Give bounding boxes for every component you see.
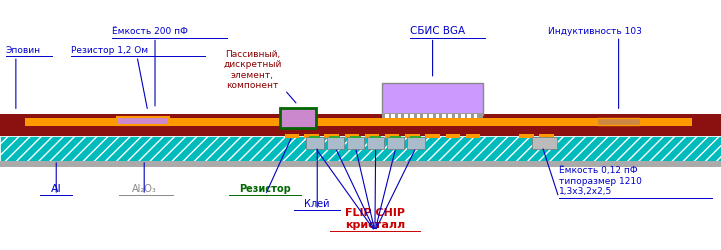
Bar <box>324 134 339 138</box>
Bar <box>385 114 389 117</box>
Bar <box>327 137 344 149</box>
Bar <box>25 118 692 126</box>
Text: Ёмкость 0,12 пФ
типоразмер 1210
1,3х3,2х2,5: Ёмкость 0,12 пФ типоразмер 1210 1,3х3,2х… <box>559 166 642 196</box>
Bar <box>392 114 395 117</box>
Text: Резистор 1,2 Ом: Резистор 1,2 Ом <box>71 46 148 55</box>
Bar <box>370 136 381 138</box>
Bar <box>474 114 477 117</box>
Bar <box>382 113 483 117</box>
Bar <box>347 137 364 149</box>
Text: Эповин: Эповин <box>6 46 41 55</box>
Text: Резистор: Резистор <box>239 184 291 194</box>
Bar <box>442 114 446 117</box>
Bar <box>425 134 440 138</box>
Bar <box>387 137 404 149</box>
Bar <box>407 137 425 149</box>
Bar <box>423 114 427 117</box>
Bar <box>461 114 465 117</box>
Bar <box>446 134 460 138</box>
Text: СБИС BGA: СБИС BGA <box>410 26 464 36</box>
Bar <box>435 114 439 117</box>
Bar <box>404 114 407 117</box>
Bar <box>532 137 557 149</box>
Bar <box>365 134 379 138</box>
Text: FLIP CHIP
кристалл: FLIP CHIP кристалл <box>345 208 405 230</box>
Bar <box>0 160 721 167</box>
Bar <box>0 136 721 161</box>
Bar <box>304 134 319 138</box>
Bar <box>519 134 534 138</box>
Bar <box>417 114 420 117</box>
Bar <box>539 134 554 138</box>
Bar <box>410 114 414 117</box>
Bar <box>430 114 433 117</box>
Bar <box>367 137 384 149</box>
Text: Пассивный,
дискретный
элемент,
компонент: Пассивный, дискретный элемент, компонент <box>224 50 281 90</box>
Bar <box>455 114 459 117</box>
Bar <box>345 134 359 138</box>
Bar <box>0 114 721 136</box>
Bar <box>390 136 401 138</box>
Bar <box>597 118 640 125</box>
Text: Клей: Клей <box>304 199 330 209</box>
Bar <box>398 114 402 117</box>
Bar <box>382 82 483 115</box>
Bar <box>350 136 360 138</box>
Bar <box>280 108 316 128</box>
Text: Индуктивность 103: Индуктивность 103 <box>548 27 642 36</box>
Bar <box>285 134 299 138</box>
Bar <box>448 114 452 117</box>
Bar <box>117 117 169 125</box>
Bar <box>466 134 480 138</box>
Text: Al: Al <box>51 184 61 194</box>
Bar <box>405 134 420 138</box>
Text: Ёмкость 200 пФ: Ёмкость 200 пФ <box>112 27 187 36</box>
Bar <box>385 134 399 138</box>
Bar <box>329 136 340 138</box>
Bar <box>467 114 471 117</box>
Bar <box>309 136 320 138</box>
Bar <box>306 137 324 149</box>
Text: Al₂O₃: Al₂O₃ <box>132 184 156 194</box>
Bar <box>410 136 421 138</box>
